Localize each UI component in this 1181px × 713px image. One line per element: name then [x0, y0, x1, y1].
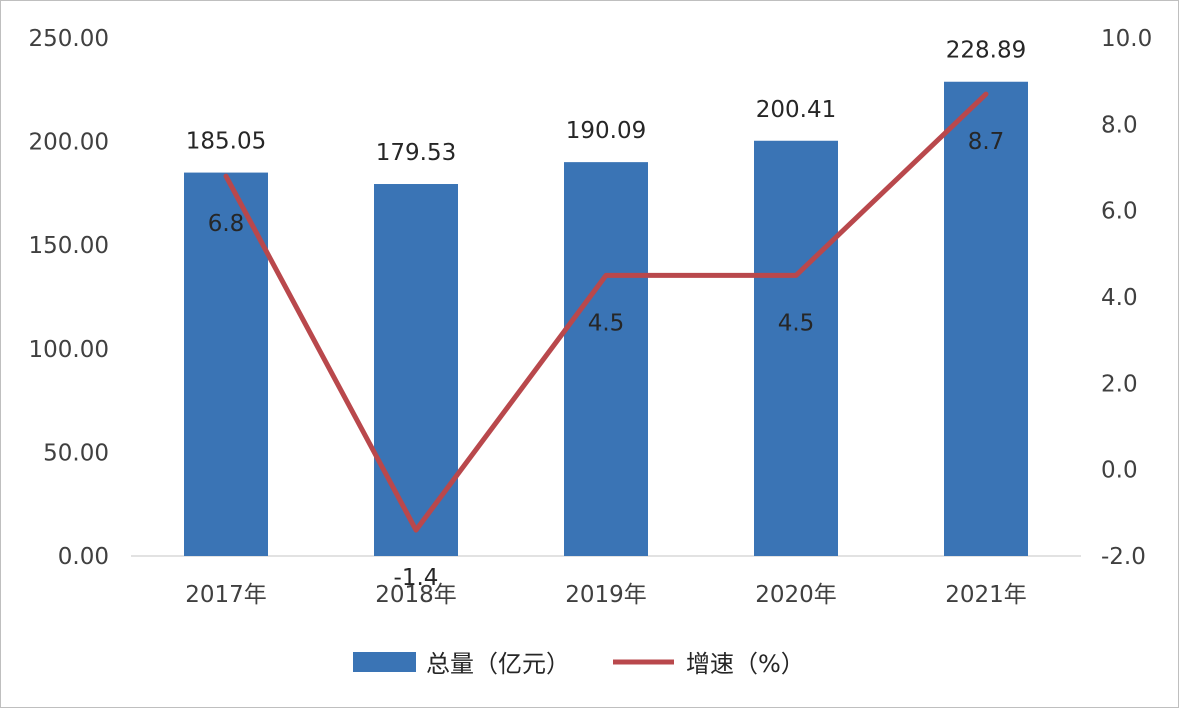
legend-label-line: 增速（%）: [686, 650, 805, 678]
right-axis-tick-label: 2.0: [1101, 371, 1138, 397]
left-axis-tick-label: 50.00: [43, 440, 109, 466]
legend-swatch-bar: [353, 652, 416, 672]
bar: [374, 184, 458, 556]
right-axis-tick-label: 10.0: [1101, 26, 1152, 52]
bar-data-label: 228.89: [946, 38, 1026, 64]
left-axis-tick-label: 200.00: [29, 130, 109, 156]
category-label: 2017年: [185, 582, 267, 608]
category-label: 2019年: [565, 582, 647, 608]
bar: [184, 172, 268, 556]
legend: 总量（亿元） 增速（%）: [353, 650, 805, 678]
growth-line: [223, 91, 989, 533]
line-series: [223, 91, 989, 533]
bar-data-label: 179.53: [376, 140, 456, 166]
category-label: 2018年: [375, 582, 457, 608]
right-axis-tick-label: 0.0: [1101, 458, 1138, 484]
line-data-label: 4.5: [588, 310, 625, 336]
left-axis-tick-label: 150.00: [29, 233, 109, 259]
line-data-label: 8.7: [968, 129, 1005, 155]
right-axis-tick-label: -2.0: [1101, 544, 1146, 570]
line-data-label: -1.4: [394, 565, 439, 591]
right-axis-tick-label: 4.0: [1101, 285, 1138, 311]
category-labels: 2017年 2018年 2019年 2020年 2021年: [185, 582, 1027, 608]
bar: [754, 140, 838, 556]
bar: [564, 162, 648, 556]
right-axis-tick-label: 8.0: [1101, 112, 1138, 138]
left-axis-tick-label: 0.00: [58, 544, 109, 570]
bar: [944, 81, 1028, 556]
right-axis-tick-label: 6.0: [1101, 199, 1138, 225]
bar-data-label: 185.05: [186, 129, 266, 155]
left-axis-ticks: 0.00 50.00 100.00 150.00 200.00 250.00: [29, 26, 109, 570]
right-axis-ticks: -2.0 0.0 2.0 4.0 6.0 8.0 10.0: [1101, 26, 1152, 570]
left-axis-tick-label: 250.00: [29, 26, 109, 52]
category-label: 2020年: [755, 582, 837, 608]
line-data-label: 4.5: [778, 310, 815, 336]
category-label: 2021年: [945, 582, 1027, 608]
bar-data-label: 200.41: [756, 97, 836, 123]
line-data-label: 6.8: [208, 211, 245, 237]
bar-data-labels: 185.05 179.53 190.09 200.41 228.89: [186, 38, 1026, 166]
left-axis-tick-label: 100.00: [29, 337, 109, 363]
bar-series: [184, 81, 1028, 556]
legend-label-bar: 总量（亿元）: [426, 650, 570, 678]
bar-data-label: 190.09: [566, 118, 646, 144]
line-data-labels: 6.8 -1.4 4.5 4.5 8.7: [208, 129, 1005, 591]
